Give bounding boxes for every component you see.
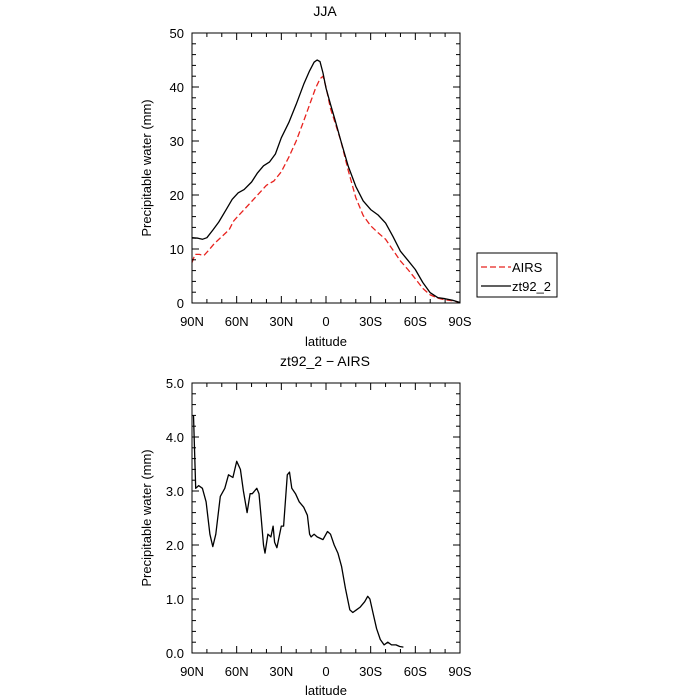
y-tick-label: 0.0: [166, 646, 184, 661]
top-x-axis-label: latitude: [305, 334, 347, 349]
x-tick-label: 90S: [448, 664, 471, 679]
top-plot-area: [191, 59, 461, 304]
x-tick-label: 90S: [448, 314, 471, 329]
top-y-ticks: 0 10 20 30 40 50: [170, 26, 460, 311]
x-tick-label: 30N: [269, 314, 293, 329]
top-plot-frame: [191, 32, 461, 304]
x-tick-label: 30N: [269, 664, 293, 679]
y-tick-label: 0: [177, 296, 184, 311]
x-tick-label: 0: [322, 314, 329, 329]
bottom-y-ticks: 0.0 1.0 2.0 3.0 4.0 5.0: [166, 376, 460, 661]
top-x-ticks: 90N 60N 30N 0 30S 60S 90S: [180, 33, 472, 329]
legend-airs-label: AIRS: [512, 260, 543, 275]
top-y-axis-label: Precipitable water (mm): [139, 99, 154, 236]
y-tick-label: 30: [170, 134, 184, 149]
x-tick-label: 60N: [225, 664, 249, 679]
bottom-plot-frame: [191, 382, 461, 654]
x-tick-label: 90N: [180, 314, 204, 329]
x-tick-label: 30S: [359, 664, 382, 679]
y-tick-label: 4.0: [166, 430, 184, 445]
y-tick-label: 1.0: [166, 592, 184, 607]
x-tick-label: 30S: [359, 314, 382, 329]
y-tick-label: 40: [170, 80, 184, 95]
y-tick-label: 5.0: [166, 376, 184, 391]
bottom-plot-area: [192, 415, 404, 648]
x-tick-label: 0: [322, 664, 329, 679]
bottom-title: zt92_2 − AIRS: [280, 353, 370, 369]
y-tick-label: 50: [170, 26, 184, 41]
x-tick-label: 90N: [180, 664, 204, 679]
y-tick-label: 2.0: [166, 538, 184, 553]
legend-box: [476, 252, 558, 298]
legend-zt92-label: zt92_2: [512, 279, 551, 294]
legend: AIRS zt92_2: [476, 252, 558, 298]
series-line-difference: [192, 415, 404, 648]
bottom-y-axis-label: Precipitable water (mm): [139, 449, 154, 586]
series-line-airs: [191, 75, 461, 304]
y-tick-label: 10: [170, 242, 184, 257]
x-tick-label: 60S: [404, 664, 427, 679]
bottom-x-axis-label: latitude: [305, 683, 347, 698]
y-tick-label: 20: [170, 188, 184, 203]
series-line-zt92-2: [191, 59, 461, 304]
x-tick-label: 60S: [404, 314, 427, 329]
panel-bottom: zt92_2 − AIRS 90N 60N 30N 0 30S 60S 90S 0.0 1.0…: [139, 353, 472, 698]
panel-top: JJA 90N 60N 30N 0 30S 60S 90S 0 10 20 30 40 50 lati…: [139, 3, 472, 349]
top-title: JJA: [313, 3, 337, 19]
x-tick-label: 60N: [225, 314, 249, 329]
y-tick-label: 3.0: [166, 484, 184, 499]
bottom-x-ticks: 90N 60N 30N 0 30S 60S 90S: [180, 383, 472, 679]
